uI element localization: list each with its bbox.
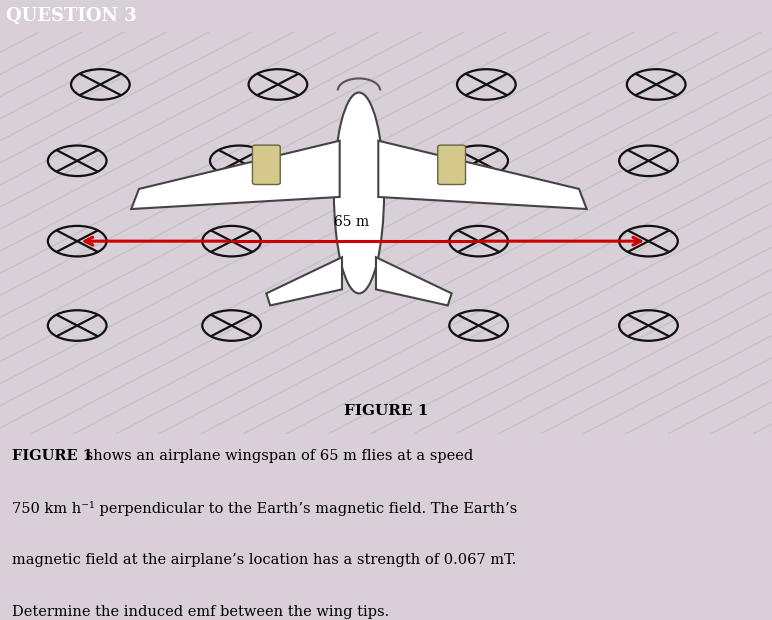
Polygon shape [266,257,342,306]
Text: shows an airplane wingspan of 65 m flies at a speed: shows an airplane wingspan of 65 m flies… [81,449,473,463]
Text: Determine the induced emf between the wing tips.: Determine the induced emf between the wi… [12,605,389,619]
Polygon shape [378,141,587,209]
Text: FIGURE 1: FIGURE 1 [12,449,93,463]
Polygon shape [131,141,340,209]
Text: magnetic field at the airplane’s location has a strength of 0.067 mT.: magnetic field at the airplane’s locatio… [12,553,516,567]
FancyBboxPatch shape [438,145,466,185]
Text: 750 km h⁻¹ perpendicular to the Earth’s magnetic field. The Earth’s: 750 km h⁻¹ perpendicular to the Earth’s … [12,501,516,516]
Ellipse shape [334,92,384,293]
Text: FIGURE 1: FIGURE 1 [344,404,428,418]
Polygon shape [376,257,452,306]
Text: QUESTION 3: QUESTION 3 [6,7,137,25]
FancyBboxPatch shape [252,145,280,185]
Text: 65 m: 65 m [334,215,369,229]
